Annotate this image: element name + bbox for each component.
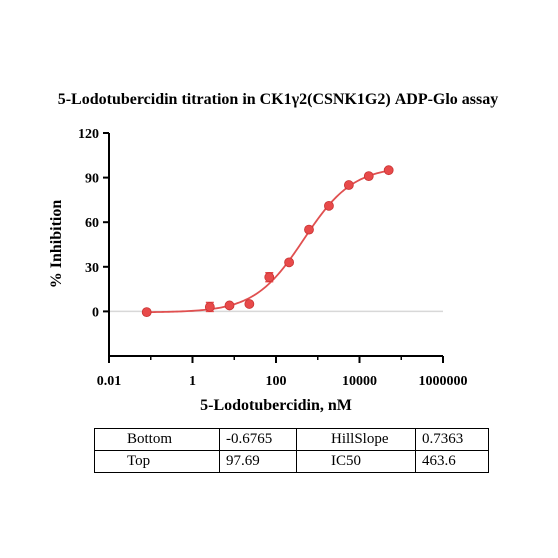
param-label-hillslope: HillSlope [296,428,416,451]
data-point [363,171,374,182]
param-label-ic50: IC50 [296,450,416,473]
data-point [141,307,152,318]
y-tick-label: 0 [92,305,99,320]
y-tick-label: 30 [85,261,99,276]
data-point [204,302,215,312]
y-tick-label: 120 [78,127,99,142]
dose-response-chart: 5-Lodotubercidin titration in CK1γ2(CSNK… [48,91,499,414]
fit-parameters-table: Bottom -0.6765 HillSlope 0.7363 Top 97.6… [94,428,489,473]
param-value-hillslope: 0.7363 [415,428,489,451]
x-tick-label: 1 [189,374,196,389]
axes: 120 90 60 30 0 0.01 1 100 10000 1000000 [78,127,468,389]
param-value-ic50: 463.6 [415,450,489,473]
plot-area [110,165,443,318]
table-row: Top 97.69 IC50 463.6 [94,450,489,473]
data-point [383,165,394,176]
x-tick-label: 0.01 [97,374,122,389]
param-value-top: 97.69 [219,450,297,473]
data-point [264,272,275,283]
fit-curve [146,169,389,314]
y-tick-label: 60 [85,216,99,231]
y-tick-label: 90 [85,172,99,187]
data-point [343,180,354,190]
data-point [224,300,235,311]
chart-title: 5-Lodotubercidin titration in CK1γ2(CSNK… [58,91,499,108]
x-tick-label: 100 [266,374,287,389]
y-axis-label: % Inhibition [48,200,65,289]
param-label-top: Top [94,450,220,473]
param-label-bottom: Bottom [94,428,220,451]
table-row: Bottom -0.6765 HillSlope 0.7363 [94,428,489,451]
x-axis-label: 5-Lodotubercidin, nM [200,397,352,414]
x-tick-label: 1000000 [419,374,468,389]
data-point [324,200,334,211]
data-point [284,257,295,268]
data-point [304,224,314,235]
data-point [244,299,255,309]
param-value-bottom: -0.6765 [219,428,297,451]
x-tick-label: 10000 [342,374,377,389]
